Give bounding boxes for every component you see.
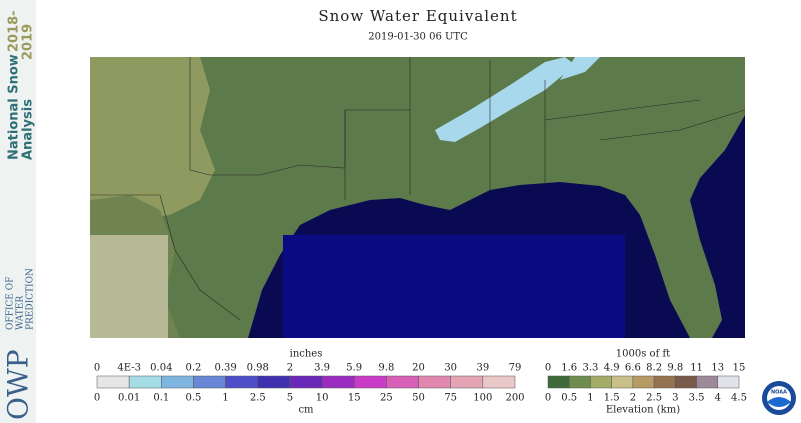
top-label: 1.6 xyxy=(561,363,577,374)
bottom-label: 75 xyxy=(444,393,457,404)
elevation-axis-label: Elevation (km) xyxy=(606,405,680,416)
bottom-label: 0 xyxy=(94,393,100,404)
top-label: 0.98 xyxy=(247,363,269,374)
color-swatch xyxy=(418,375,451,389)
color-swatch xyxy=(568,375,591,389)
title: Snow Water Equivalent xyxy=(318,7,517,25)
top-label: 4.9 xyxy=(604,363,620,374)
snow-band xyxy=(435,57,575,142)
color-swatch xyxy=(96,375,130,389)
color-swatch xyxy=(547,375,570,389)
snow-band xyxy=(560,57,600,80)
snow-unit-top: inches xyxy=(290,349,323,360)
color-swatch xyxy=(386,375,419,389)
color-swatch xyxy=(289,375,323,389)
top-label: 11 xyxy=(690,363,703,374)
top-label: 30 xyxy=(444,363,457,374)
sidebar-line1: National Snow xyxy=(7,54,22,160)
snow-unit-bottom: cm xyxy=(298,405,314,416)
borders xyxy=(90,57,746,321)
highlands xyxy=(90,57,215,220)
top-label: 3.3 xyxy=(582,363,598,374)
color-swatch xyxy=(353,375,387,389)
land xyxy=(90,57,745,338)
elevation-unit-top: 1000s of ft xyxy=(616,349,670,360)
color-swatch xyxy=(653,375,676,389)
bottom-label: 25 xyxy=(380,393,393,404)
sidebar-years2: 2019 xyxy=(21,24,36,60)
top-label: 2 xyxy=(287,363,293,374)
color-swatch xyxy=(450,375,484,389)
logo-acronym: OWP xyxy=(2,349,35,420)
top-label: 0.2 xyxy=(186,363,202,374)
bottom-label: 1 xyxy=(587,393,593,404)
sidebar xyxy=(0,0,36,423)
top-label: 20 xyxy=(412,363,425,374)
bottom-label: 4.5 xyxy=(731,393,747,404)
logo-line: PREDICTION xyxy=(26,268,36,330)
bottom-label: 15 xyxy=(348,393,361,404)
bottom-label: 4 xyxy=(715,393,721,404)
bottom-label: 50 xyxy=(412,393,425,404)
bottom-label: 3 xyxy=(672,393,678,404)
top-label: 13 xyxy=(711,363,724,374)
color-swatch xyxy=(225,375,259,389)
top-label: 0.04 xyxy=(150,363,172,374)
color-swatch xyxy=(696,375,719,389)
bottom-label: 0.5 xyxy=(186,393,202,404)
bottom-label: 1.5 xyxy=(604,393,620,404)
top-label: 3.9 xyxy=(314,363,330,374)
bottom-label: 2.5 xyxy=(646,393,662,404)
top-label: 0.39 xyxy=(214,363,236,374)
bottom-label: 0.01 xyxy=(118,393,140,404)
sidebar-years1: 2018- xyxy=(7,10,22,52)
bottom-label: 0.1 xyxy=(153,393,169,404)
logo-line: OFFICE OF xyxy=(6,277,16,330)
top-label: 8.2 xyxy=(646,363,662,374)
logo-line: WATER xyxy=(16,296,26,330)
noaa-logo: NOAA xyxy=(762,381,796,415)
color-swatch xyxy=(632,375,655,389)
top-label: 4E-3 xyxy=(117,363,141,374)
bottom-label: 1 xyxy=(222,393,228,404)
color-swatch xyxy=(590,375,612,389)
bottom-label: 0 xyxy=(545,393,551,404)
color-swatch xyxy=(611,375,634,389)
top-label: 9.8 xyxy=(378,363,394,374)
bottom-label: 2.5 xyxy=(250,393,266,404)
bottom-label: 100 xyxy=(473,393,492,404)
bottom-label: 10 xyxy=(316,393,329,404)
top-label: 79 xyxy=(509,363,522,374)
color-swatch xyxy=(717,375,740,389)
top-label: 39 xyxy=(476,363,489,374)
sidebar-line2: Analysis xyxy=(21,99,36,160)
map xyxy=(90,57,746,338)
color-swatch xyxy=(321,375,355,389)
elevation-legend: 1000s of ft Elevation (km) 0 1.6 3.3 4.9 6.6… xyxy=(545,349,747,416)
color-swatch xyxy=(482,375,516,389)
bottom-label: 2 xyxy=(630,393,636,404)
color-swatch xyxy=(193,375,226,389)
bottom-label: 200 xyxy=(505,393,524,404)
top-label: 15 xyxy=(733,363,746,374)
top-label: 5.9 xyxy=(346,363,362,374)
subtitle: 2019-01-30 06 UTC xyxy=(368,32,468,43)
top-label: 0 xyxy=(545,363,551,374)
bottom-label: 5 xyxy=(287,393,293,404)
color-swatch xyxy=(257,375,291,389)
gulf-box xyxy=(283,235,625,338)
bottom-label: 0.5 xyxy=(561,393,577,404)
snow-legend: inches cm 0 4E-3 0.04 0.2 0.39 0.98 2 3.9 5.9 9.8… xyxy=(94,349,525,416)
color-swatch xyxy=(675,375,697,389)
top-label: 0 xyxy=(94,363,100,374)
top-label: 6.6 xyxy=(625,363,641,374)
bottom-label: 3.5 xyxy=(689,393,705,404)
color-swatch xyxy=(128,375,162,389)
no-data-box xyxy=(90,235,168,338)
color-swatch xyxy=(161,375,194,389)
noaa-label: NOAA xyxy=(771,390,787,396)
top-label: 9.8 xyxy=(667,363,683,374)
